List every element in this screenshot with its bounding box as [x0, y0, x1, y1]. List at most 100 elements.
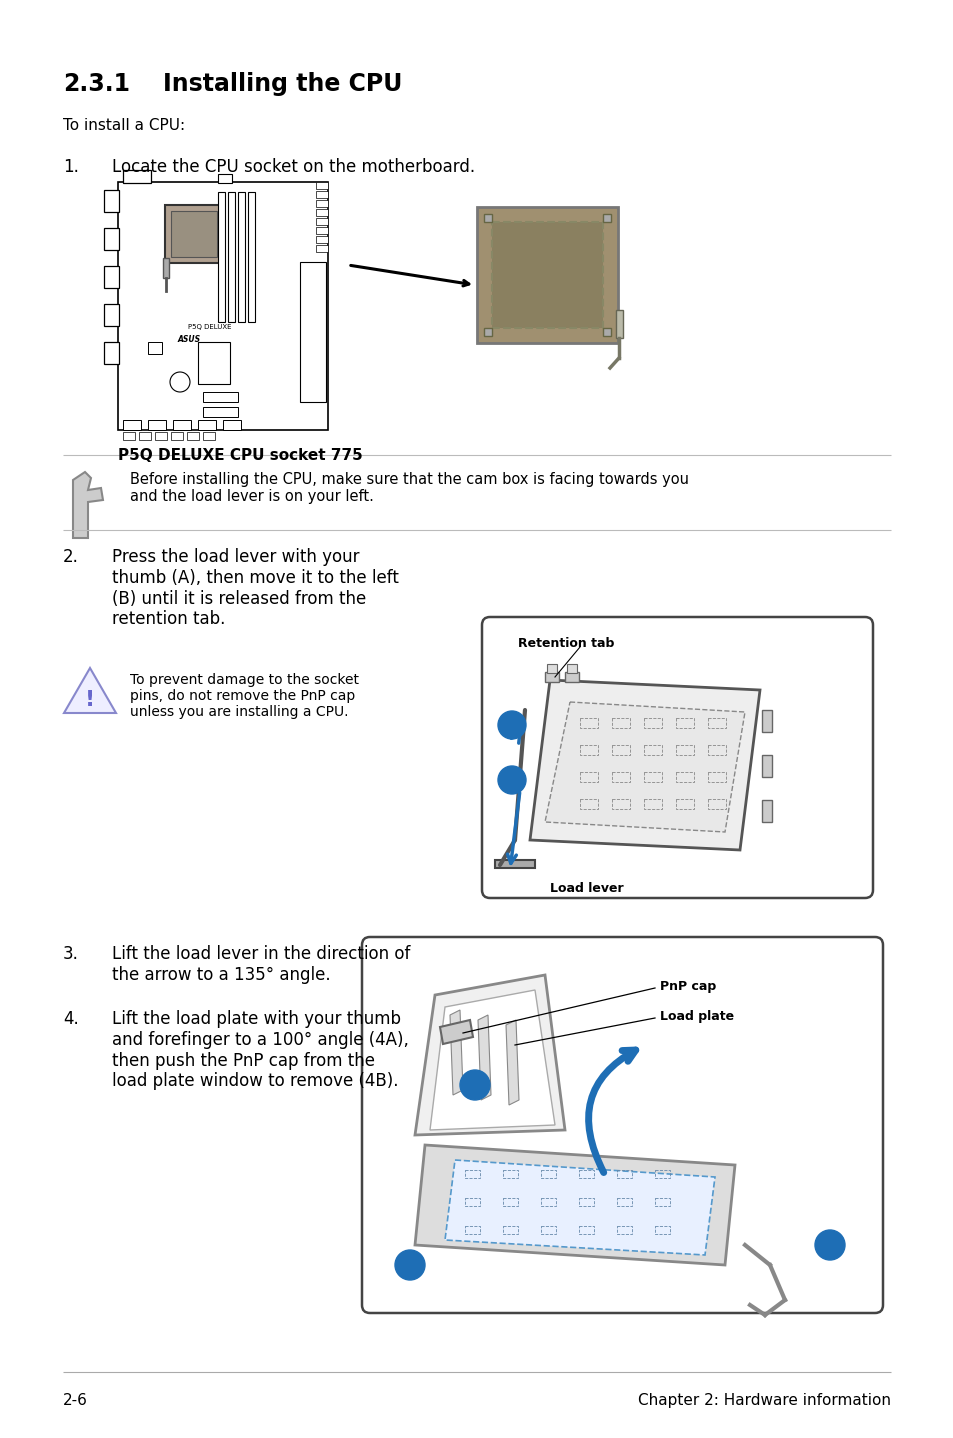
Text: P5Q DELUXE CPU socket 775: P5Q DELUXE CPU socket 775 [118, 449, 362, 463]
Bar [464, 1171, 479, 1178]
Bar [612, 718, 629, 728]
Bar [602, 214, 610, 221]
Bar [118, 183, 328, 430]
Bar [578, 1198, 594, 1206]
Bar [315, 236, 328, 243]
Bar [761, 800, 771, 823]
Bar [643, 772, 661, 782]
Bar [617, 1198, 631, 1206]
Text: 1.: 1. [63, 158, 79, 175]
Bar [579, 800, 598, 810]
Bar [198, 420, 215, 430]
Bar [616, 311, 622, 338]
Text: 2.3.1: 2.3.1 [63, 72, 130, 96]
Bar [579, 772, 598, 782]
Bar [198, 342, 230, 384]
Polygon shape [415, 975, 564, 1135]
Bar [579, 718, 598, 728]
Circle shape [459, 1070, 490, 1100]
Bar [707, 800, 725, 810]
Text: To prevent damage to the socket
pins, do not remove the PnP cap
unless you are i: To prevent damage to the socket pins, do… [130, 673, 358, 719]
Bar [502, 1227, 517, 1234]
Text: 2-6: 2-6 [63, 1393, 88, 1408]
Bar [228, 193, 234, 322]
Polygon shape [444, 1160, 714, 1255]
Circle shape [497, 766, 525, 794]
Bar [643, 745, 661, 755]
Bar [566, 664, 577, 673]
Bar [315, 244, 328, 252]
Bar [612, 772, 629, 782]
Bar [540, 1198, 556, 1206]
Bar [123, 170, 151, 183]
Bar [676, 745, 693, 755]
Bar [464, 1227, 479, 1234]
Bar [464, 1198, 479, 1206]
Polygon shape [544, 702, 744, 833]
Bar [104, 303, 119, 326]
Bar [643, 800, 661, 810]
Polygon shape [64, 669, 116, 713]
Bar [104, 190, 119, 211]
FancyBboxPatch shape [481, 617, 872, 897]
Text: 4.: 4. [63, 1009, 79, 1028]
Bar [655, 1227, 669, 1234]
Bar [218, 193, 225, 322]
Text: !: ! [85, 690, 95, 710]
Bar [544, 672, 558, 682]
Bar [579, 745, 598, 755]
Bar [612, 800, 629, 810]
Text: Retention tab: Retention tab [517, 637, 614, 650]
FancyBboxPatch shape [476, 207, 618, 344]
Bar [707, 772, 725, 782]
Bar [676, 718, 693, 728]
Circle shape [395, 1250, 424, 1280]
Bar [676, 772, 693, 782]
Text: 4B: 4B [466, 1078, 483, 1091]
Bar [655, 1171, 669, 1178]
Text: Load plate: Load plate [659, 1009, 734, 1022]
Text: ASUS: ASUS [178, 335, 201, 344]
Text: Installing the CPU: Installing the CPU [163, 72, 402, 96]
Bar [707, 718, 725, 728]
Bar [223, 420, 241, 430]
Bar [655, 1198, 669, 1206]
Polygon shape [505, 1020, 518, 1104]
Bar [315, 200, 328, 207]
Bar [315, 227, 328, 234]
Text: Lift the load lever in the direction of
the arrow to a 135° angle.: Lift the load lever in the direction of … [112, 945, 410, 984]
Polygon shape [439, 1020, 473, 1044]
Bar [492, 221, 602, 328]
Bar [123, 420, 141, 430]
Bar [139, 431, 151, 440]
Text: Locate the CPU socket on the motherboard.: Locate the CPU socket on the motherboard… [112, 158, 475, 175]
Bar [163, 257, 169, 278]
Polygon shape [415, 1145, 734, 1265]
Bar [165, 206, 223, 263]
Bar [483, 328, 492, 336]
Bar [299, 262, 326, 403]
Bar [612, 745, 629, 755]
Bar [248, 193, 254, 322]
Text: Lift the load plate with your thumb
and forefinger to a 100° angle (4A),
then pu: Lift the load plate with your thumb and … [112, 1009, 409, 1090]
Bar [104, 229, 119, 250]
Bar [104, 266, 119, 288]
Polygon shape [477, 1015, 491, 1100]
Text: Load lever: Load lever [550, 881, 623, 894]
Bar [761, 710, 771, 732]
Bar [761, 755, 771, 777]
Bar [617, 1171, 631, 1178]
Circle shape [497, 710, 525, 739]
Bar [578, 1227, 594, 1234]
Bar [643, 718, 661, 728]
Text: Chapter 2: Hardware information: Chapter 2: Hardware information [638, 1393, 890, 1408]
Bar [564, 672, 578, 682]
Bar [315, 209, 328, 216]
Text: PnP cap: PnP cap [659, 981, 716, 994]
Text: 2.: 2. [63, 548, 79, 567]
Text: A: A [506, 718, 517, 732]
Bar [540, 1227, 556, 1234]
Bar [148, 420, 166, 430]
Bar [187, 431, 199, 440]
Polygon shape [530, 680, 760, 850]
